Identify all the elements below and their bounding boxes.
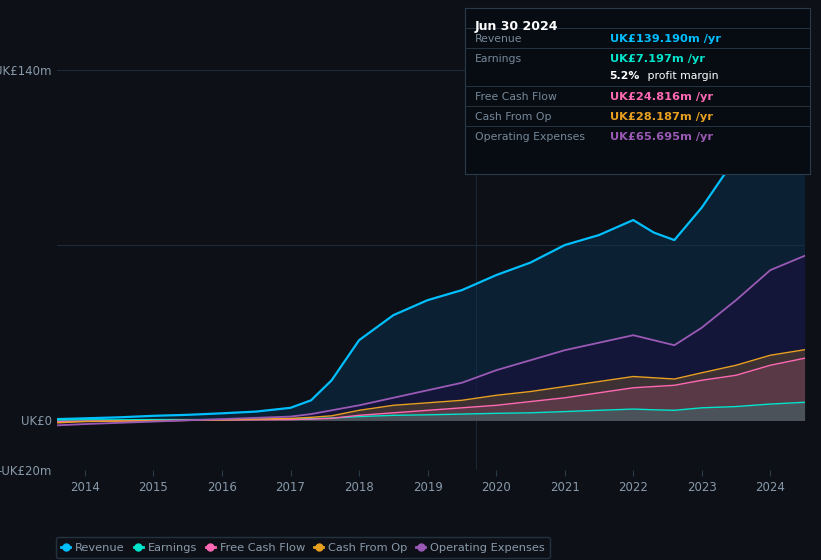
Text: Earnings: Earnings — [475, 54, 522, 64]
Text: UK£24.816m /yr: UK£24.816m /yr — [609, 92, 713, 102]
Text: profit margin: profit margin — [644, 71, 718, 81]
Text: UK£65.695m /yr: UK£65.695m /yr — [609, 132, 713, 142]
Text: Cash From Op: Cash From Op — [475, 112, 552, 122]
Text: UK£7.197m /yr: UK£7.197m /yr — [609, 54, 704, 64]
Text: 5.2%: 5.2% — [609, 71, 640, 81]
Text: UK£28.187m /yr: UK£28.187m /yr — [609, 112, 713, 122]
Text: Free Cash Flow: Free Cash Flow — [475, 92, 557, 102]
Text: Jun 30 2024: Jun 30 2024 — [475, 20, 558, 33]
Text: Operating Expenses: Operating Expenses — [475, 132, 585, 142]
Text: UK£139.190m /yr: UK£139.190m /yr — [609, 34, 721, 44]
Text: Revenue: Revenue — [475, 34, 522, 44]
Legend: Revenue, Earnings, Free Cash Flow, Cash From Op, Operating Expenses: Revenue, Earnings, Free Cash Flow, Cash … — [56, 537, 550, 558]
